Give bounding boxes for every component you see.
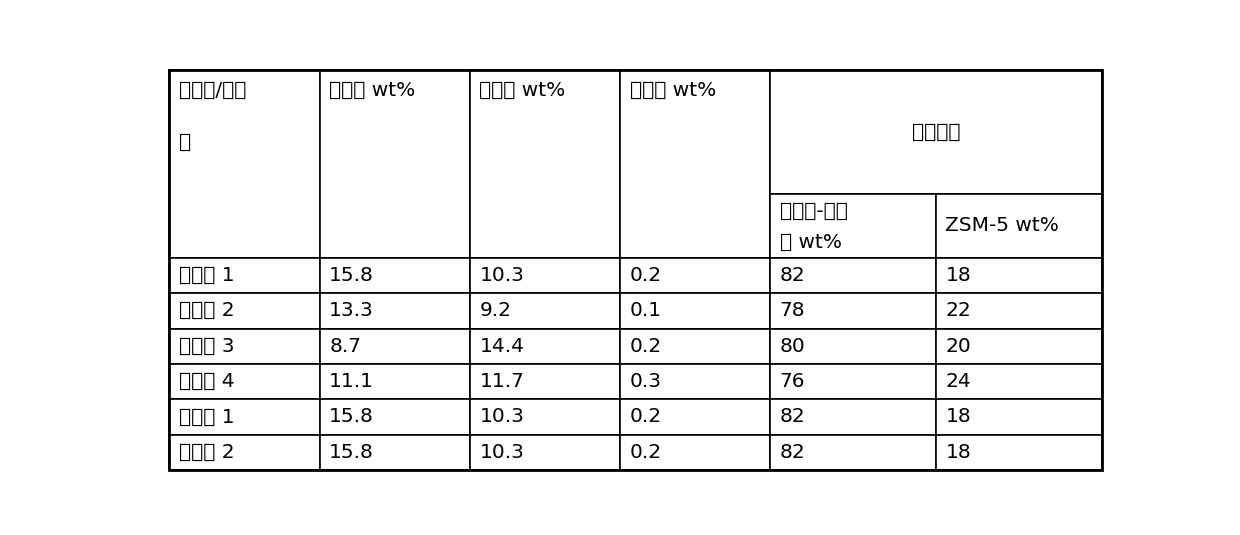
Text: ZSM-5 wt%: ZSM-5 wt% <box>945 217 1059 235</box>
Text: 实施例 2: 实施例 2 <box>179 301 234 320</box>
Text: 复合载体: 复合载体 <box>911 123 960 142</box>
Bar <box>320 399 470 434</box>
Text: 14.4: 14.4 <box>480 337 525 356</box>
Bar <box>770 194 936 258</box>
Bar <box>936 364 1101 399</box>
Bar <box>470 399 620 434</box>
Bar <box>770 434 936 470</box>
Bar <box>170 328 320 364</box>
Text: 18: 18 <box>945 408 971 426</box>
Text: 实施例/对比: 实施例/对比 <box>179 81 247 100</box>
Text: 8.7: 8.7 <box>329 337 361 356</box>
Text: 氧化镍 wt%: 氧化镍 wt% <box>480 81 565 100</box>
Text: 18: 18 <box>945 266 971 285</box>
Bar <box>620 258 770 293</box>
Bar <box>770 328 936 364</box>
Text: 氧化硅-氧化
铝 wt%: 氧化硅-氧化 铝 wt% <box>780 202 848 253</box>
Bar <box>936 328 1101 364</box>
Text: 0.1: 0.1 <box>630 301 662 320</box>
Text: 15.8: 15.8 <box>329 443 374 462</box>
Bar <box>770 293 936 328</box>
Bar <box>470 328 620 364</box>
Text: 10.3: 10.3 <box>480 408 525 426</box>
Text: 15.8: 15.8 <box>329 408 374 426</box>
Text: 78: 78 <box>780 301 806 320</box>
Text: 82: 82 <box>780 408 806 426</box>
Bar <box>770 71 1101 194</box>
Text: 10.3: 10.3 <box>480 443 525 462</box>
Bar <box>470 71 620 258</box>
Bar <box>770 364 936 399</box>
Bar <box>170 364 320 399</box>
Bar <box>170 399 320 434</box>
Text: 76: 76 <box>780 372 805 391</box>
Bar <box>320 434 470 470</box>
Text: 11.7: 11.7 <box>480 372 525 391</box>
Text: 22: 22 <box>945 301 971 320</box>
Text: 0.3: 0.3 <box>630 372 662 391</box>
Bar <box>770 258 936 293</box>
Bar <box>620 328 770 364</box>
Text: 0.2: 0.2 <box>630 408 662 426</box>
Text: 9.2: 9.2 <box>480 301 511 320</box>
Text: 0.2: 0.2 <box>630 266 662 285</box>
Bar <box>620 293 770 328</box>
Bar <box>770 399 936 434</box>
Text: 对比例 1: 对比例 1 <box>179 408 234 426</box>
Bar <box>936 194 1101 258</box>
Bar <box>320 364 470 399</box>
Bar <box>620 71 770 258</box>
Bar <box>170 434 320 470</box>
Text: 82: 82 <box>780 266 806 285</box>
Bar <box>470 293 620 328</box>
Text: 18: 18 <box>945 443 971 462</box>
Bar <box>470 364 620 399</box>
Bar <box>936 399 1101 434</box>
Bar <box>320 293 470 328</box>
Text: 实施例 4: 实施例 4 <box>179 372 234 391</box>
Bar <box>320 71 470 258</box>
Bar <box>470 434 620 470</box>
Text: 氧化钼 wt%: 氧化钼 wt% <box>329 81 415 100</box>
Bar <box>320 328 470 364</box>
Bar <box>170 293 320 328</box>
Text: 实施例 3: 实施例 3 <box>179 337 234 356</box>
Text: 80: 80 <box>780 337 806 356</box>
Bar <box>620 364 770 399</box>
Text: 24: 24 <box>945 372 971 391</box>
Bar <box>170 258 320 293</box>
Text: 20: 20 <box>945 337 971 356</box>
Text: 10.3: 10.3 <box>480 266 525 285</box>
Text: 13.3: 13.3 <box>329 301 374 320</box>
Bar <box>620 399 770 434</box>
Text: 11.1: 11.1 <box>329 372 374 391</box>
Bar <box>936 293 1101 328</box>
Text: 0.2: 0.2 <box>630 443 662 462</box>
Bar <box>620 434 770 470</box>
Bar <box>170 71 320 258</box>
Text: 82: 82 <box>780 443 806 462</box>
Bar <box>936 258 1101 293</box>
Bar <box>320 258 470 293</box>
Text: 氧化镁 wt%: 氧化镁 wt% <box>630 81 715 100</box>
Bar <box>470 258 620 293</box>
Text: 对比例 2: 对比例 2 <box>179 443 234 462</box>
Text: 15.8: 15.8 <box>329 266 374 285</box>
Text: 例: 例 <box>179 133 191 151</box>
Text: 0.2: 0.2 <box>630 337 662 356</box>
Text: 实施例 1: 实施例 1 <box>179 266 234 285</box>
Bar <box>936 434 1101 470</box>
